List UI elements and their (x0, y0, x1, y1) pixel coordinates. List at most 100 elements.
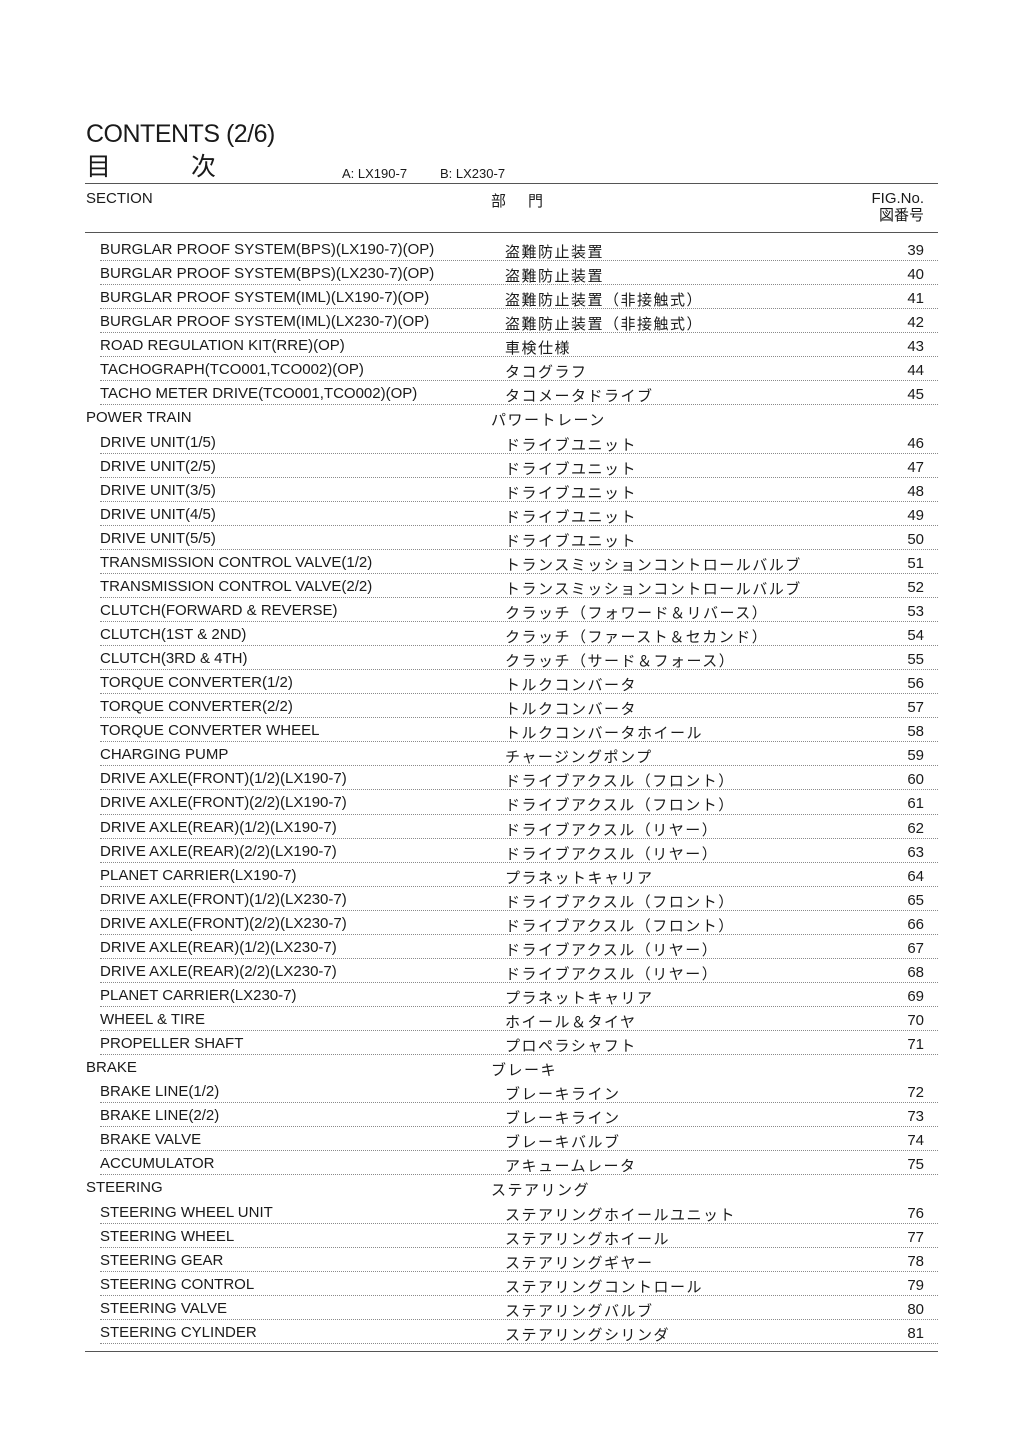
entry-title-en: CLUTCH(FORWARD & REVERSE) (100, 601, 338, 619)
contents-row: BURGLAR PROOF SYSTEM(BPS)(LX190-7)(OP) 盗難… (0, 237, 1024, 262)
entry-title-jp: ステアリングバルブ (505, 1302, 654, 1320)
entry-title-jp: ドライブユニット (505, 484, 638, 502)
fig-number: 58 (907, 723, 924, 741)
entry-title-jp: クラッチ（サード＆フォース） (505, 653, 736, 671)
entry-title-en: BURGLAR PROOF SYSTEM(IML)(LX230-7)(OP) (100, 313, 430, 331)
entry-title-en: CHARGING PUMP (100, 746, 229, 764)
contents-row: DRIVE AXLE(FRONT)(2/2)(LX230-7) ドライブアクスル（… (0, 911, 1024, 935)
fig-number: 73 (907, 1108, 924, 1126)
entry-title-jp: ステアリングギヤー (505, 1254, 654, 1272)
fig-number: 81 (907, 1324, 924, 1342)
entry-title-jp: 盗難防止装置 (505, 268, 605, 286)
fig-number: 47 (907, 458, 924, 476)
entry-title-en: PROPELLER SHAFT (100, 1035, 244, 1053)
entry-title-jp: トランスミッションコントロールバルブ (505, 556, 802, 574)
entry-title-jp: ドライブユニット (505, 532, 638, 550)
entry-title-en: DRIVE UNIT(3/5) (100, 481, 216, 499)
fig-number: 65 (907, 891, 924, 909)
entry-title-en: TORQUE CONVERTER(1/2) (100, 674, 293, 692)
fig-number: 79 (907, 1276, 924, 1294)
entry-title-jp: ドライブアクスル（リヤー） (505, 821, 719, 839)
entry-title-en: BURGLAR PROOF SYSTEM(BPS)(LX190-7)(OP) (100, 241, 435, 258)
fig-number: 49 (907, 506, 924, 524)
entry-title-en: BURGLAR PROOF SYSTEM(IML)(LX190-7)(OP) (100, 289, 430, 307)
contents-row: TRANSMISSION CONTROL VALVE(2/2) トランスミッション… (0, 574, 1024, 599)
fig-number: 62 (907, 819, 924, 837)
entry-title-en: DRIVE AXLE(REAR)(1/2)(LX230-7) (100, 938, 337, 956)
fig-number: 41 (907, 290, 924, 308)
entry-title-en: BURGLAR PROOF SYSTEM(BPS)(LX230-7)(OP) (100, 265, 435, 283)
entry-title-en: POWER TRAIN (86, 409, 192, 427)
contents-row: STEERING WHEEL ステアリングホイール 77 (0, 1224, 1024, 1248)
contents-row: BURGLAR PROOF SYSTEM(IML)(LX190-7)(OP) 盗難… (0, 285, 1024, 310)
contents-row: STEERING WHEEL UNIT ステアリングホイールユニット 76 (0, 1200, 1024, 1224)
contents-row: BRAKE LINE(2/2) ブレーキライン 73 (0, 1103, 1024, 1128)
fig-number: 64 (907, 867, 924, 885)
entry-title-jp: ドライブアクスル（リヤー） (505, 845, 719, 863)
entry-title-jp: ドライブアクスル（リヤー） (505, 965, 719, 983)
entry-title-jp: 盗難防止装置（非接触式） (505, 316, 704, 334)
fig-number: 60 (907, 771, 924, 789)
entry-title-en: DRIVE UNIT(1/5) (100, 433, 216, 451)
entry-title-en: TACHOGRAPH(TCO001,TCO002)(OP) (100, 361, 364, 379)
entry-title-jp: チャージングポンプ (505, 749, 653, 767)
contents-row: TORQUE CONVERTER(1/2) トルクコンバータ 56 (0, 670, 1024, 695)
contents-row: DRIVE AXLE(REAR)(1/2)(LX230-7) ドライブアクスル（リ… (0, 935, 1024, 959)
entry-title-en: TORQUE CONVERTER WHEEL (100, 722, 320, 740)
fig-number: 56 (907, 675, 924, 693)
fig-number: 68 (907, 963, 924, 981)
contents-row: DRIVE AXLE(FRONT)(1/2)(LX230-7) ドライブアクスル（… (0, 887, 1024, 911)
contents-row: DRIVE UNIT(2/5) ドライブユニット 47 (0, 454, 1024, 478)
model-b-label: B: LX230-7 (440, 166, 506, 181)
page-title-jp: 目次 (86, 153, 297, 181)
entry-title-jp: ステアリング (491, 1182, 591, 1200)
fig-number: 39 (907, 242, 924, 259)
contents-row: DRIVE AXLE(REAR)(2/2)(LX230-7) ドライブアクスル（リ… (0, 959, 1024, 984)
contents-row: DRIVE AXLE(FRONT)(1/2)(LX190-7) ドライブアクスル（… (0, 766, 1024, 791)
entry-title-en: STEERING CYLINDER (100, 1323, 257, 1341)
contents-row: DRIVE AXLE(REAR)(2/2)(LX190-7) ドライブアクスル（リ… (0, 839, 1024, 863)
contents-row: BURGLAR PROOF SYSTEM(BPS)(LX230-7)(OP) 盗難… (0, 261, 1024, 286)
contents-row: TRANSMISSION CONTROL VALVE(1/2) トランスミッション… (0, 550, 1024, 574)
entry-title-en: BRAKE LINE(2/2) (100, 1107, 220, 1125)
fig-number: 77 (907, 1228, 924, 1246)
contents-row: BURGLAR PROOF SYSTEM(IML)(LX230-7)(OP) 盗難… (0, 309, 1024, 334)
contents-row: DRIVE AXLE(FRONT)(2/2)(LX190-7) ドライブアクスル（… (0, 790, 1024, 815)
contents-row: DRIVE UNIT(4/5) ドライブユニット 49 (0, 502, 1024, 526)
contents-row: CLUTCH(3RD & 4TH) クラッチ（サード＆フォース） 55 (0, 646, 1024, 671)
entry-title-jp: ドライブアクスル（フロント） (505, 893, 735, 911)
fig-number: 52 (907, 578, 924, 596)
column-header-dept: 部門 (491, 193, 566, 210)
entry-title-jp: ドライブユニット (505, 508, 638, 526)
contents-row: BRAKE LINE(1/2) ブレーキライン 72 (0, 1079, 1024, 1104)
entry-title-en: TORQUE CONVERTER(2/2) (100, 698, 293, 716)
entry-title-jp: クラッチ（ファースト＆セカンド） (505, 629, 769, 646)
entry-title-en: STEERING CONTROL (100, 1275, 255, 1293)
contents-list: BURGLAR PROOF SYSTEM(BPS)(LX190-7)(OP) 盗難… (0, 237, 1024, 1344)
entry-title-jp: トルクコンバータホイール (505, 725, 704, 743)
entry-title-en: DRIVE AXLE(FRONT)(2/2)(LX230-7) (100, 914, 347, 932)
fig-number: 61 (907, 795, 924, 813)
entry-title-jp: ブレーキライン (505, 1086, 621, 1104)
entry-title-en: BRAKE LINE(1/2) (100, 1083, 220, 1101)
contents-row: TACHO METER DRIVE(TCO001,TCO002)(OP) タコメー… (0, 381, 1024, 406)
fig-number: 75 (907, 1156, 924, 1174)
contents-row: TORQUE CONVERTER(2/2) トルクコンバータ 57 (0, 694, 1024, 719)
entry-title-jp: ブレーキバルブ (505, 1134, 621, 1152)
fig-number: 66 (907, 915, 924, 933)
entry-title-jp: トルクコンバータ (505, 677, 638, 695)
fig-number: 45 (907, 386, 924, 404)
fig-number: 57 (907, 699, 924, 717)
header-bottom-rule (85, 232, 938, 233)
contents-row: ROAD REGULATION KIT(RRE)(OP) 車検仕様 43 (0, 333, 1024, 358)
entry-title-jp: プロペラシャフト (505, 1038, 637, 1056)
fig-number: 71 (907, 1036, 924, 1054)
contents-row: DRIVE UNIT(1/5) ドライブユニット 46 (0, 430, 1024, 454)
contents-row: PROPELLER SHAFT プロペラシャフト 71 (0, 1031, 1024, 1056)
entry-title-en: ACCUMULATOR (100, 1155, 215, 1173)
contents-row: BRAKE VALVE ブレーキバルブ 74 (0, 1127, 1024, 1152)
contents-row: TACHOGRAPH(TCO001,TCO002)(OP) タコグラフ 44 (0, 357, 1024, 382)
entry-title-jp: ステアリングシリンダ (505, 1326, 671, 1344)
contents-row: PLANET CARRIER(LX230-7) プラネットキャリア 69 (0, 983, 1024, 1008)
entry-title-en: DRIVE AXLE(FRONT)(1/2)(LX190-7) (100, 770, 347, 788)
